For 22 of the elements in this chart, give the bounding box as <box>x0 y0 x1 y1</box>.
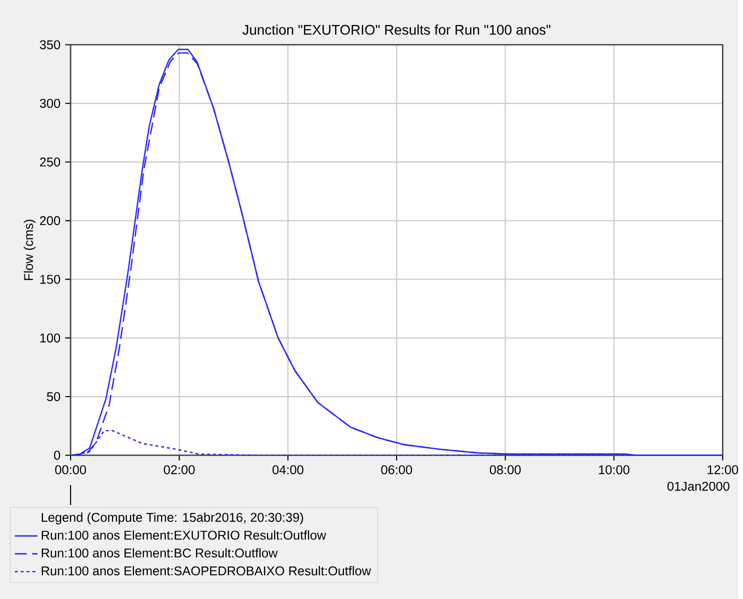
y-tick-label: 200 <box>40 216 60 225</box>
legend-label: Run:100 anos Element:SAOPEDROBAIXO Result:Outflow <box>42 566 372 576</box>
legend-title: Legend (Compute Time: 15abr2016, 20:30:39) <box>42 512 304 524</box>
chart-title: Junction "EXUTORIO" Results for Run "100 anos" <box>242 24 550 35</box>
y-tick-label: 0 <box>54 450 60 460</box>
legend-label: Run:100 anos Element:EXUTORIO Result:Outflow <box>42 530 326 540</box>
x-tick-label: 10:00 <box>599 465 630 474</box>
y-tick-label: 250 <box>40 157 60 166</box>
x-tick-label: 12:00 <box>708 465 738 474</box>
text: 01Jan2000 <box>667 482 730 491</box>
x-tick-label: 06:00 <box>381 465 412 474</box>
legend-label: Run:100 anos Element:BC Result:Outflow <box>42 548 278 558</box>
x-tick-label: 00:00 <box>55 465 86 474</box>
y-tick-label: 150 <box>40 274 60 284</box>
y-tick-label: 300 <box>40 98 60 108</box>
y-tick-label: 100 <box>40 333 60 342</box>
y-tick-label: 50 <box>46 392 60 401</box>
x-tick-label: 04:00 <box>272 465 304 474</box>
y-tick-label: 350 <box>40 40 60 50</box>
x-tick-label: 08:00 <box>490 465 521 474</box>
y-axis-title: Flow (cms) <box>24 220 36 280</box>
x-tick-label: 02:00 <box>164 465 195 474</box>
